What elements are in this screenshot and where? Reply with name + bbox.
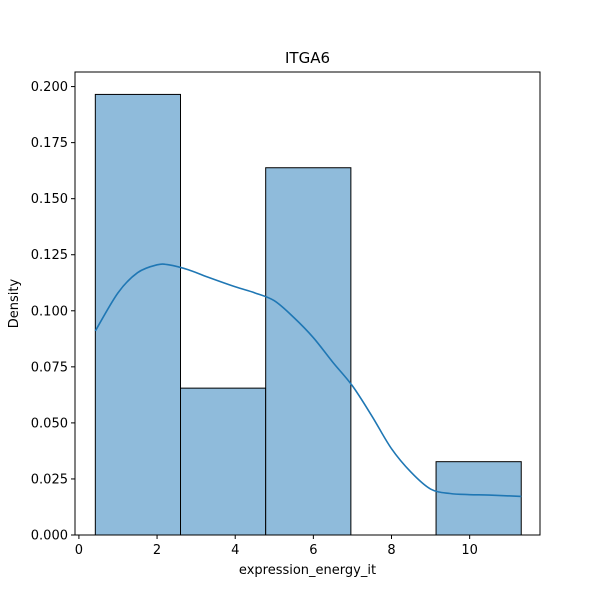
y-tick-label: 0.100 [31,304,68,319]
x-tick-label: 10 [461,543,478,558]
x-axis-ticks: 0 2 4 6 8 10 [75,535,478,558]
y-axis-label: Density [7,278,22,328]
histogram-bar-5 [435,461,522,536]
histogram-bar-2 [180,387,267,536]
y-tick-label: 0.050 [31,416,68,431]
histogram-bar-1 [94,93,182,536]
y-tick-label: 0.000 [31,529,68,544]
y-tick-label: 0.175 [31,136,68,151]
x-tick-label: 4 [231,543,239,558]
y-axis-ticks: 0.000 0.025 0.050 0.075 0.100 0.125 0.150 0.175… [31,80,75,544]
histogram-bars [94,93,522,536]
kde-curve [94,263,522,498]
y-tick-label: 0.125 [31,248,68,263]
chart-title: ITGA6 [285,49,330,67]
y-tick-label: 0.025 [31,472,68,487]
x-axis-label: expression_energy_it [239,563,376,578]
x-tick-label: 8 [387,543,395,558]
y-tick-label: 0.150 [31,192,68,207]
x-tick-label: 6 [309,543,317,558]
y-tick-label: 0.075 [31,360,68,375]
y-tick-label: 0.200 [31,80,68,95]
plot-frame [74,71,541,536]
x-tick-label: 0 [75,543,83,558]
histogram-bar-3 [265,167,352,536]
x-tick-label: 2 [153,543,161,558]
